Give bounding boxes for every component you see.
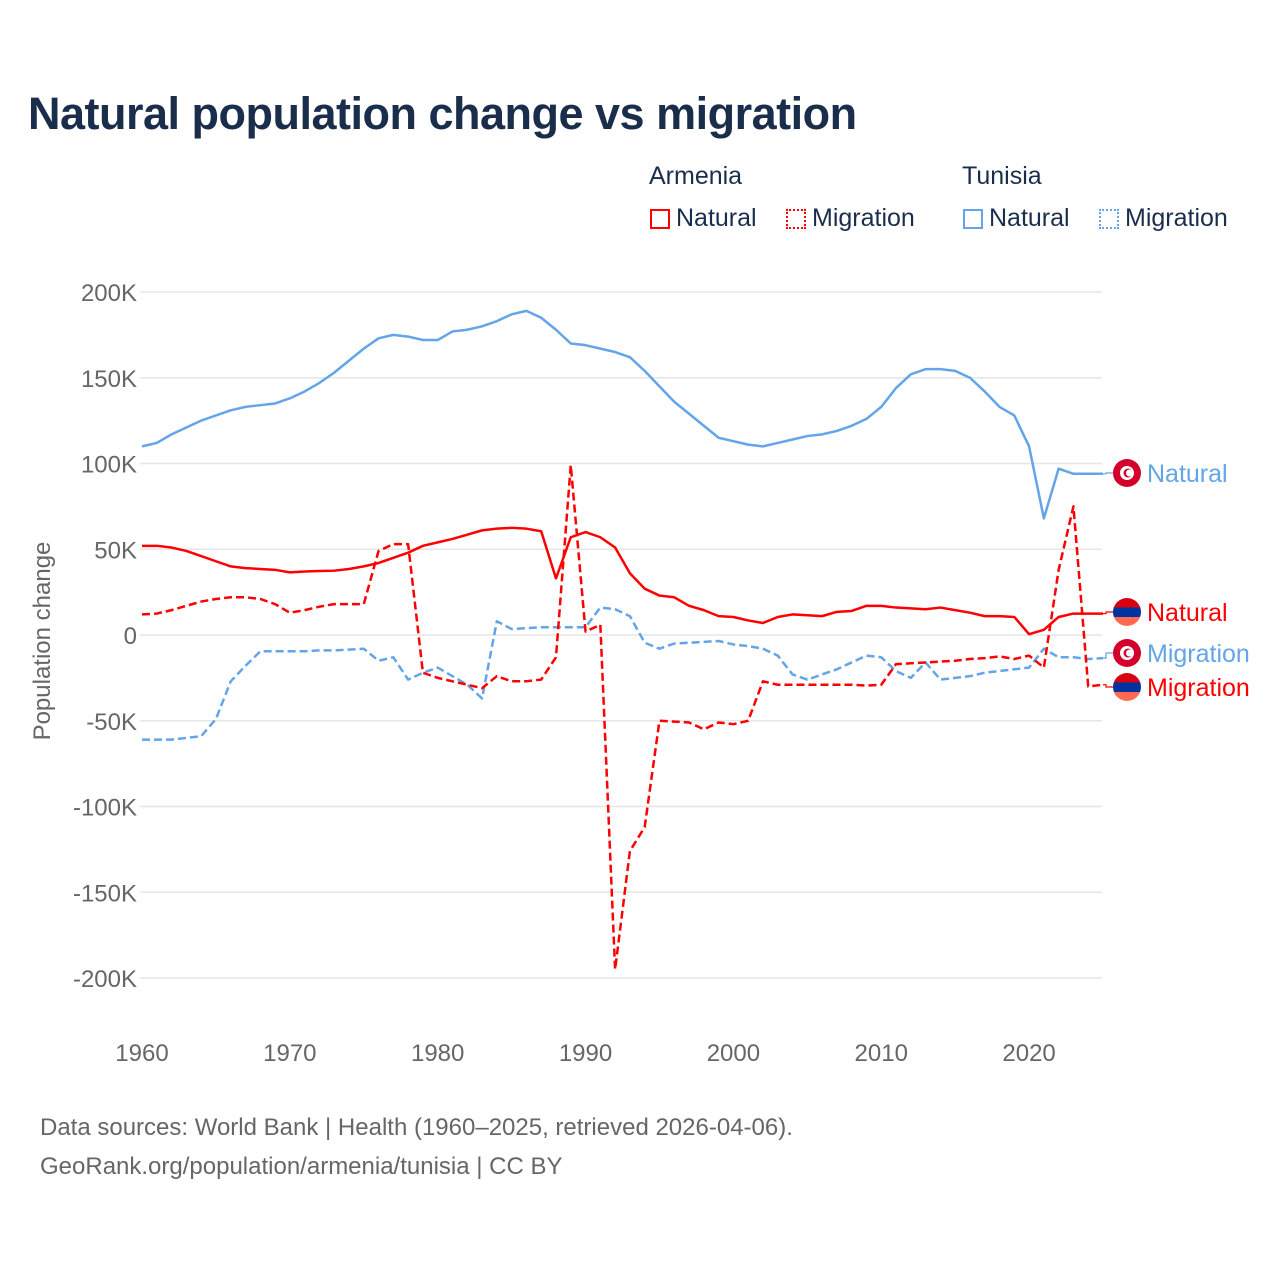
legend-label: Migration [1125, 204, 1228, 232]
x-tick-label: 1980 [411, 1040, 464, 1067]
y-axis-label: Population change [29, 542, 56, 741]
legend-group-armenia: Armenia [649, 162, 743, 190]
attribution-text: GeoRank.org/population/armenia/tunisia |… [40, 1153, 563, 1180]
y-tick-label: 200K [81, 280, 137, 307]
series-end-label: Migration [1147, 674, 1250, 702]
y-tick-label: -50K [86, 709, 137, 736]
x-tick-label: 1990 [559, 1040, 612, 1067]
series-line-tunisia-migration [142, 606, 1104, 741]
footer: Data sources: World Bank | Health (1960–… [40, 1108, 793, 1186]
series-line-armenia-natural [142, 526, 1103, 636]
flag-stripe-blue [1113, 682, 1141, 692]
x-tick-label: 2010 [855, 1040, 908, 1067]
legend-armenia-natural[interactable]: Natural [650, 204, 757, 233]
x-tick-label: 2020 [1002, 1040, 1055, 1067]
legend-group-tunisia: Tunisia [962, 162, 1042, 190]
flag-stripe-blue [1113, 607, 1141, 617]
y-tick-label: -100K [73, 795, 137, 822]
flag-stripe-orange [1113, 617, 1141, 626]
series-line-armenia-migration [141, 463, 1104, 971]
legend-label: Migration [812, 204, 915, 232]
label-connector [1103, 472, 1113, 475]
x-tick-label: 1970 [263, 1040, 316, 1067]
legend-armenia-migration[interactable]: Migration [786, 204, 915, 233]
armenia-flag-icon [1113, 673, 1141, 683]
y-tick-label: -150K [73, 880, 137, 907]
legend-tunisia-natural[interactable]: Natural [963, 204, 1070, 233]
series-line-tunisia-natural [141, 309, 1103, 520]
series-end-label: Natural [1147, 599, 1228, 627]
solid-swatch-icon [650, 208, 670, 229]
y-tick-label: 50K [94, 537, 137, 564]
y-tick-label: 0 [124, 623, 137, 650]
legend-label: Natural [676, 204, 757, 232]
series-end-label: Migration [1147, 640, 1250, 668]
label-connector [1103, 611, 1113, 615]
series-end-label: Natural [1147, 460, 1228, 488]
label-connector [1103, 684, 1113, 688]
legend-label: Natural [989, 204, 1070, 232]
x-tick-label: 1960 [115, 1040, 168, 1067]
solid-swatch-icon [963, 208, 983, 229]
y-tick-label: 150K [81, 366, 137, 393]
x-tick-label: 2000 [707, 1040, 760, 1067]
source-text: Data sources: World Bank | Health (1960–… [40, 1114, 793, 1141]
chart-title: Natural population change vs migration [28, 88, 857, 139]
y-tick-label: 100K [81, 452, 137, 479]
label-connector [1103, 652, 1113, 659]
legend-tunisia-migration[interactable]: Migration [1099, 204, 1228, 233]
flag-crescent-cut [1126, 469, 1133, 477]
flag-crescent-cut [1126, 649, 1133, 657]
y-tick-label: -200K [73, 966, 137, 993]
dotted-swatch-icon [786, 208, 806, 229]
flag-stripe-orange [1113, 692, 1141, 701]
dotted-swatch-icon [1099, 208, 1119, 229]
armenia-flag-icon [1113, 598, 1141, 608]
